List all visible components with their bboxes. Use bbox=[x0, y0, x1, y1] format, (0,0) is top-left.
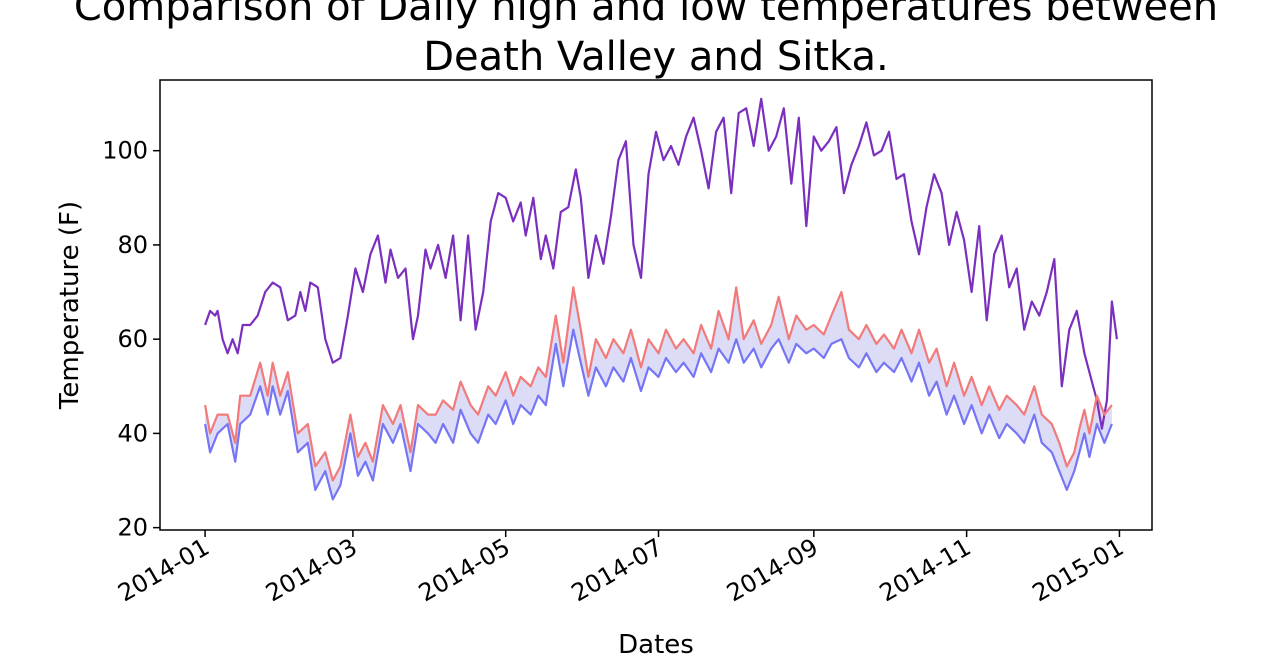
y-tick-label: 20 bbox=[117, 514, 148, 542]
x-tick-label: 2014-01 bbox=[113, 533, 214, 607]
x-tick-label: 2014-11 bbox=[875, 533, 976, 607]
x-tick-label: 2014-05 bbox=[414, 533, 515, 607]
y-tick-label: 80 bbox=[117, 231, 148, 259]
y-axis-ticks: 20 40 60 80 100 bbox=[102, 137, 160, 542]
chart-title-line-1: Comparison of Daily high and low tempera… bbox=[74, 0, 1218, 30]
x-axis-ticks: 2014-01 2014-03 2014-05 2014-07 2014-09 2014-… bbox=[113, 530, 1128, 607]
death-valley-high-line bbox=[204, 97, 1118, 430]
x-axis-label: Dates bbox=[618, 630, 694, 660]
y-axis-label: Temperature (F) bbox=[55, 201, 85, 410]
sitka-range-fill bbox=[205, 287, 1112, 500]
y-tick-label: 60 bbox=[117, 325, 148, 353]
sitka-high-line bbox=[204, 286, 1113, 482]
x-tick-label: 2014-03 bbox=[261, 533, 362, 607]
plot-area bbox=[204, 97, 1118, 501]
x-tick-label: 2015-01 bbox=[1028, 533, 1129, 607]
x-tick-label: 2014-09 bbox=[722, 533, 823, 607]
y-tick-label: 40 bbox=[117, 419, 148, 447]
axes-frame bbox=[159, 79, 1153, 531]
sitka-low-line bbox=[204, 328, 1113, 501]
chart-title-line-2: Death Valley and Sitka. bbox=[423, 34, 889, 80]
x-tick-label: 2014-07 bbox=[567, 533, 668, 607]
y-tick-label: 100 bbox=[102, 137, 148, 165]
